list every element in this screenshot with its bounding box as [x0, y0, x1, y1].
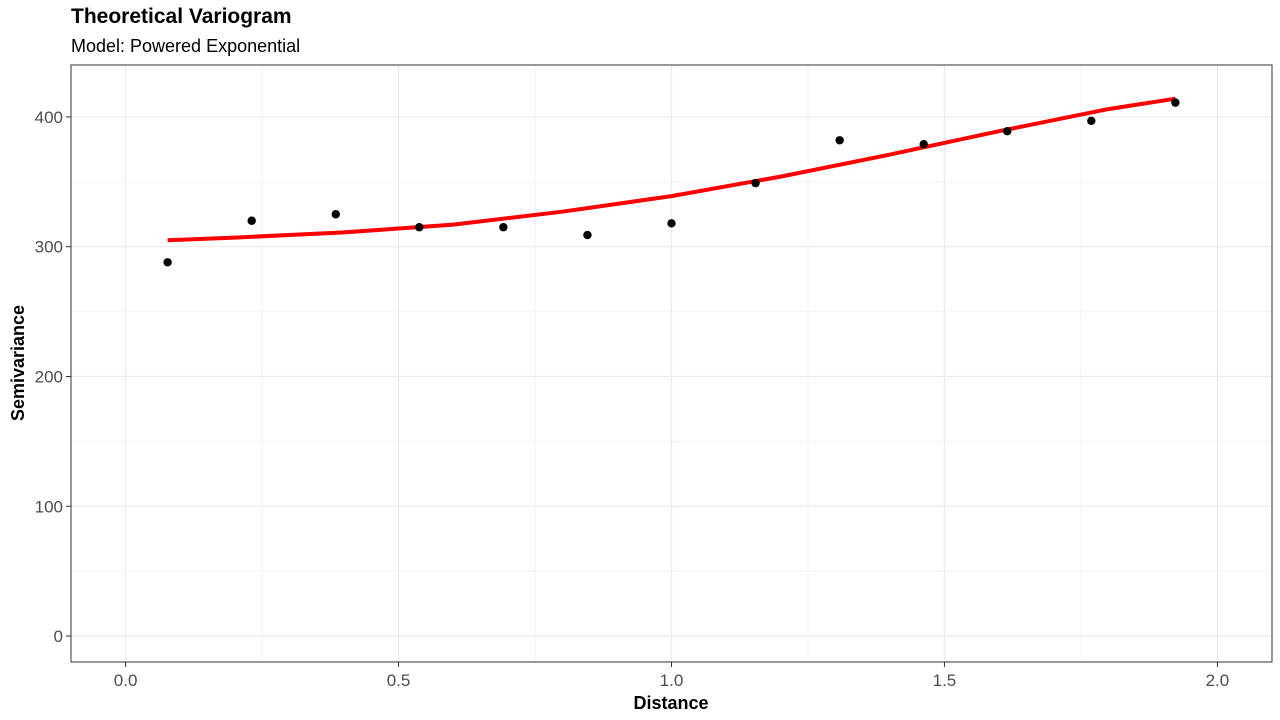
data-point — [1171, 98, 1180, 107]
major-gridlines — [71, 65, 1272, 662]
x-tick-label: 2.0 — [1206, 671, 1230, 690]
y-axis-ticks: 0 100 200 300 400 — [35, 108, 71, 646]
data-point — [835, 136, 844, 145]
data-point — [1087, 116, 1096, 126]
data-point — [667, 219, 676, 228]
data-point — [583, 230, 592, 240]
model-curve — [167, 96, 1176, 243]
x-tick-label: 1.0 — [660, 671, 684, 690]
y-tick-label: 100 — [35, 497, 63, 516]
data-point — [751, 178, 760, 188]
x-tick-label: 0.0 — [114, 671, 138, 690]
data-points — [163, 98, 1180, 267]
data-point — [919, 139, 928, 149]
x-tick-label: 1.5 — [933, 671, 957, 690]
x-tick-label: 0.5 — [387, 671, 411, 690]
y-tick-label: 0 — [54, 627, 63, 646]
data-point — [499, 223, 508, 232]
y-tick-label: 400 — [35, 108, 63, 127]
y-tick-label: 300 — [35, 238, 63, 257]
y-axis-title: Semivariance — [8, 305, 28, 421]
chart-title: Theoretical Variogram — [71, 5, 292, 28]
data-point — [247, 216, 256, 225]
data-point — [415, 223, 424, 232]
data-point — [163, 258, 172, 267]
y-tick-label: 200 — [35, 367, 63, 386]
data-point — [331, 210, 340, 219]
model-curve-line — [167, 96, 1176, 243]
data-point — [1003, 126, 1012, 136]
x-axis-ticks: 0.0 0.5 1.0 1.5 2.0 — [114, 662, 1229, 690]
x-axis-title: Distance — [633, 693, 708, 713]
chart-subtitle: Model: Powered Exponential — [71, 36, 301, 56]
